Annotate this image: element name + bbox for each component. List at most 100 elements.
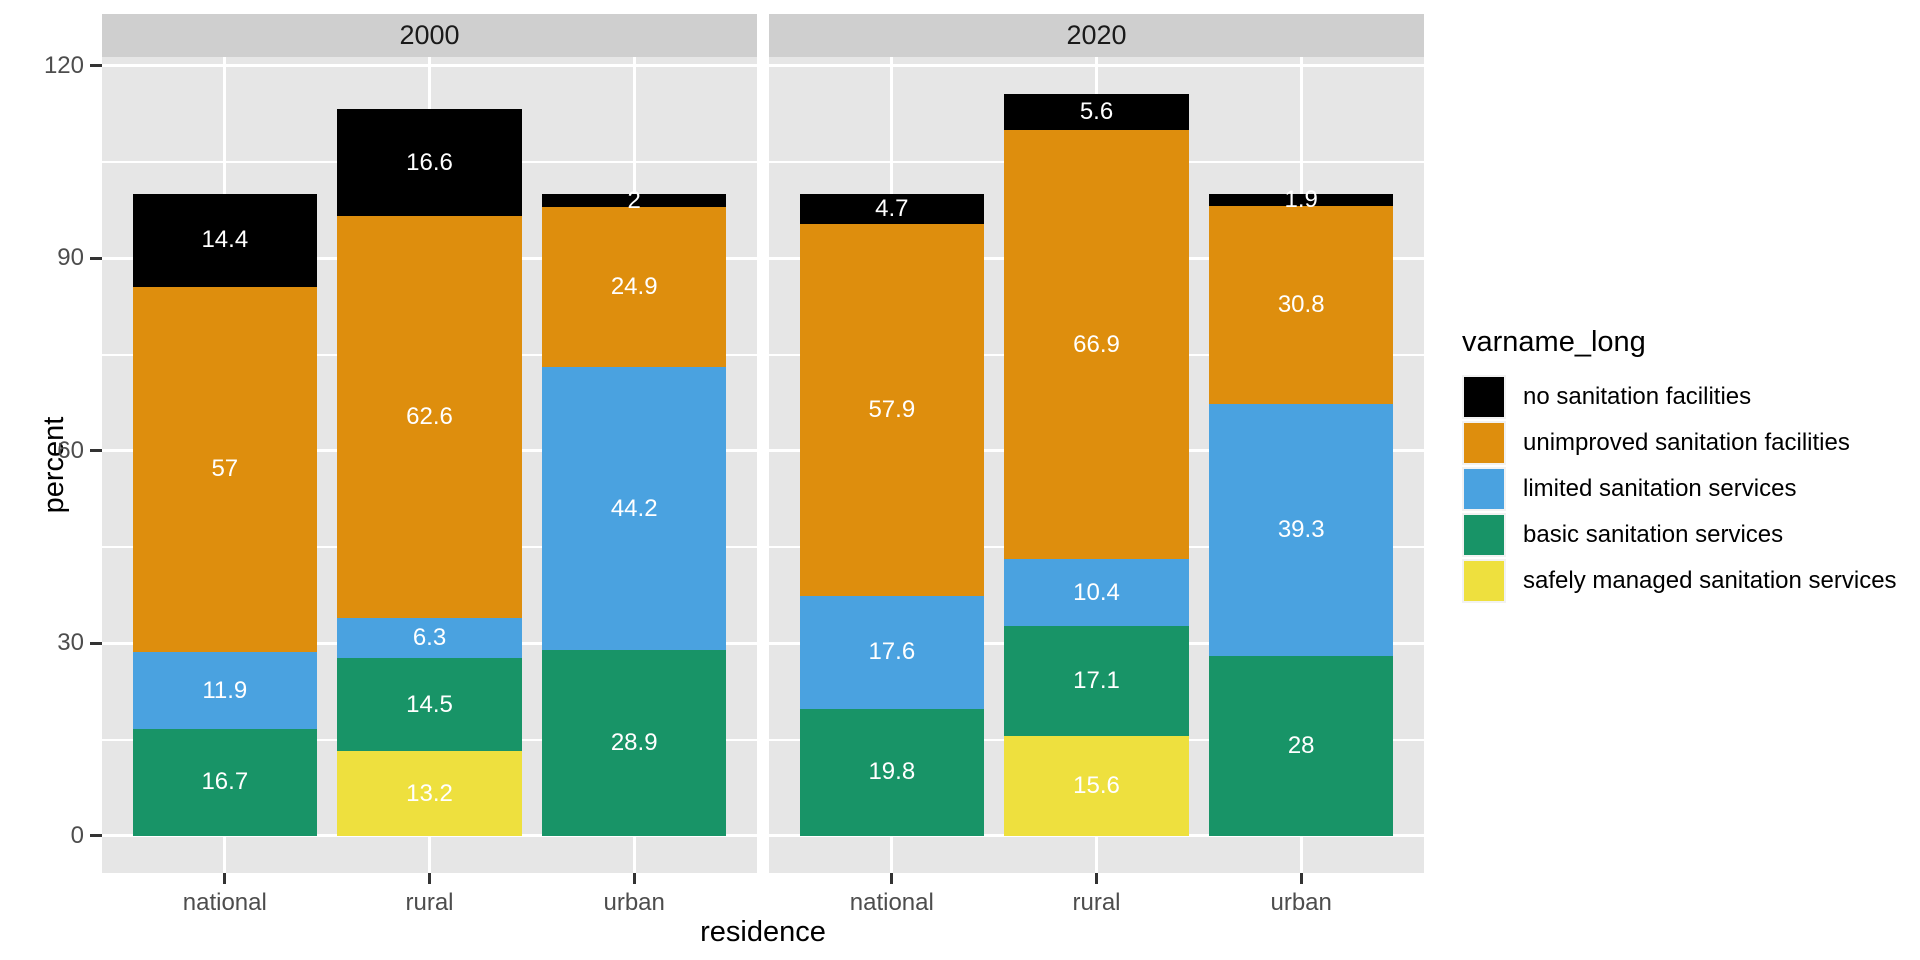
legend-items: no sanitation facilities unimproved sanit…	[1462, 375, 1897, 603]
bar-value-label: 10.4	[1073, 578, 1120, 606]
facet-panel-2000: 16.7 11.9 57 14.4 13.2 14.5 6.3 62.6 16.6 28.9 44.…	[102, 57, 757, 873]
y-tick-label: 90	[57, 244, 84, 272]
bar-value-label: 16.7	[201, 768, 249, 796]
bar-segment-2000-rural: 14.5	[337, 658, 522, 752]
bar-value-label: 57.9	[868, 396, 916, 424]
bar-segment-2020-rural: 17.1	[1004, 626, 1189, 736]
x-tick-mark	[428, 873, 431, 884]
bar-segment-2000-rural: 62.6	[337, 216, 522, 618]
bar-segment-2020-urban: 1.9	[1209, 188, 1394, 212]
legend-label: safely managed sanitation services	[1523, 567, 1897, 594]
bar-segment-2000-urban: 28.9	[542, 650, 727, 836]
legend: varname_long no sanitation facilities uni…	[1462, 326, 1897, 605]
legend-key-swatch	[1464, 377, 1504, 417]
legend-key-swatch	[1464, 515, 1504, 555]
bar-value-label: 17.1	[1073, 666, 1120, 694]
bar-value-label: 14.4	[201, 226, 249, 254]
bar-value-label: 4.7	[875, 195, 909, 223]
legend-item: safely managed sanitation services	[1462, 559, 1897, 603]
bar-segment-2000-urban: 44.2	[542, 366, 727, 651]
legend-key-background	[1462, 375, 1506, 419]
y-tick-mark	[90, 449, 102, 453]
legend-label: limited sanitation services	[1523, 475, 1797, 502]
bar-segment-2020-national: 57.9	[799, 224, 984, 596]
legend-key-background	[1462, 467, 1506, 511]
facet-strip-2000: 2000	[102, 14, 757, 57]
bar-segment-2000-rural: 6.3	[337, 617, 522, 659]
bar-value-label: 44.2	[610, 494, 658, 522]
bar-segment-2020-urban: 39.3	[1209, 404, 1394, 657]
bar-segment-2000-national: 11.9	[132, 652, 317, 729]
bar-value-label: 39.3	[1277, 516, 1325, 544]
legend-label: no sanitation facilities	[1523, 383, 1752, 410]
bar-segment-2020-rural: 15.6	[1004, 735, 1189, 836]
bar-value-label: 15.6	[1073, 771, 1120, 799]
legend-item: unimproved sanitation facilities	[1462, 421, 1897, 465]
bar-value-label: 30.8	[1277, 291, 1325, 319]
x-tick-mark	[1299, 873, 1303, 884]
bar-segment-2020-national: 19.8	[799, 708, 984, 836]
legend-key-background	[1462, 513, 1506, 557]
bar-segment-2000-rural: 13.2	[337, 751, 522, 836]
bar-segment-2000-national: 16.7	[132, 728, 317, 836]
bar-value-label: 5.6	[1079, 98, 1114, 126]
legend-item: limited sanitation services	[1462, 467, 1897, 511]
y-tick-label: 120	[43, 51, 84, 79]
bar-segment-2020-rural: 66.9	[1004, 130, 1189, 560]
legend-item: no sanitation facilities	[1462, 375, 1897, 419]
bar-segment-2020-rural: 10.4	[1004, 559, 1189, 627]
x-tick-label: national	[182, 889, 267, 916]
bar-value-label: 14.5	[406, 690, 453, 718]
bar-value-label: 17.6	[868, 638, 916, 666]
x-tick-mark	[632, 873, 636, 884]
x-tick-mark	[890, 873, 894, 884]
y-tick-mark	[90, 834, 102, 838]
y-tick-label: 60	[57, 436, 84, 464]
facet-strip-2020: 2020	[769, 14, 1424, 57]
y-tick-label: 0	[70, 821, 84, 849]
x-tick-label: national	[849, 889, 934, 916]
y-tick-label: 30	[57, 629, 84, 657]
y-axis-title: percent	[37, 416, 70, 514]
bar-value-label: 57	[211, 455, 239, 483]
bar-segment-2000-rural: 16.6	[337, 109, 522, 216]
bar-value-label: 11.9	[202, 676, 248, 704]
bar-value-label: 24.9	[610, 272, 658, 300]
bar-segment-2000-national: 14.4	[132, 194, 317, 287]
bar-value-label: 28.9	[610, 729, 658, 757]
bar-segment-2020-urban: 30.8	[1209, 206, 1394, 405]
bar-value-label: 1.9	[1284, 186, 1318, 214]
legend-key-background	[1462, 421, 1506, 465]
bar-value-label: 62.6	[406, 402, 453, 430]
legend-key-background	[1462, 559, 1506, 603]
facet-panel-2020: 19.8 17.6 57.9 4.7 15.6 17.1 10.4 66.9 5.6 28 39.3…	[769, 57, 1424, 873]
y-tick-mark	[90, 64, 102, 68]
x-tick-label: rural	[1072, 889, 1121, 916]
legend-key-swatch	[1464, 561, 1504, 601]
bar-value-label: 6.3	[412, 623, 447, 651]
x-tick-mark	[1095, 873, 1098, 884]
legend-label: unimproved sanitation facilities	[1523, 429, 1850, 456]
bar-segment-2020-urban: 28	[1209, 656, 1394, 836]
x-tick-mark	[223, 873, 227, 884]
bar-value-label: 19.8	[868, 758, 916, 786]
legend-label: basic sanitation services	[1523, 521, 1784, 548]
x-tick-label: urban	[603, 889, 665, 916]
legend-item: basic sanitation services	[1462, 513, 1897, 557]
bar-segment-2020-national: 17.6	[799, 595, 984, 709]
bar-segment-2000-national: 57	[132, 286, 317, 653]
bar-segment-2020-rural: 5.6	[1004, 94, 1189, 130]
y-tick-mark	[90, 641, 102, 645]
bar-segment-2020-national: 4.7	[799, 194, 984, 225]
legend-key-swatch	[1464, 423, 1504, 463]
legend-title: varname_long	[1462, 326, 1646, 358]
y-tick-mark	[90, 256, 102, 260]
bar-value-label: 13.2	[406, 779, 453, 807]
x-tick-label: urban	[1270, 889, 1332, 916]
bar-value-label: 16.6	[406, 148, 453, 176]
legend-key-swatch	[1464, 469, 1504, 509]
x-axis-title: residence	[700, 916, 826, 948]
bar-segment-2000-urban: 24.9	[542, 207, 727, 367]
bar-segment-2000-urban: 2	[542, 188, 727, 212]
